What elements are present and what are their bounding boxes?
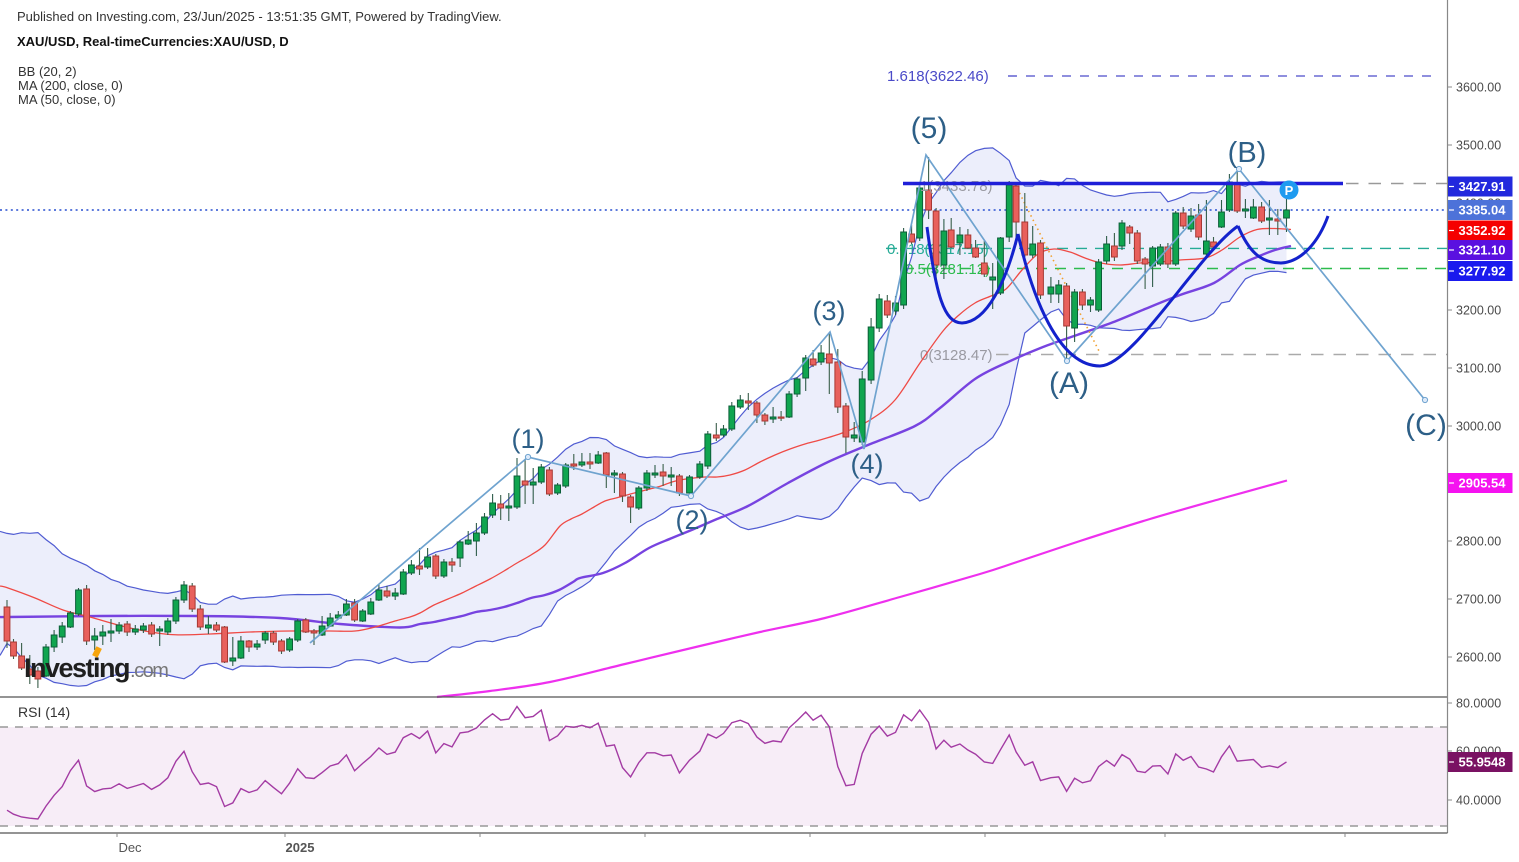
svg-text:BB (20, 2): BB (20, 2) — [18, 64, 77, 79]
svg-text:0(3128.47): 0(3128.47) — [920, 347, 993, 364]
svg-text:40.0000: 40.0000 — [1456, 794, 1501, 808]
svg-text:(C): (C) — [1405, 409, 1447, 442]
svg-text:80.0000: 80.0000 — [1456, 697, 1501, 711]
svg-text:3277.92: 3277.92 — [1459, 264, 1506, 279]
svg-text:3100.00: 3100.00 — [1456, 362, 1501, 376]
svg-text:3600.00: 3600.00 — [1456, 81, 1501, 95]
svg-text:(3): (3) — [813, 296, 846, 326]
svg-text:0.5(3281.12): 0.5(3281.12) — [905, 261, 990, 278]
svg-text:2700.00: 2700.00 — [1456, 593, 1501, 607]
svg-text:1(3433.78): 1(3433.78) — [920, 178, 993, 195]
svg-text:Dec: Dec — [118, 840, 142, 855]
svg-text:MA (50, close, 0): MA (50, close, 0) — [18, 92, 116, 107]
svg-text:2905.54: 2905.54 — [1459, 476, 1507, 491]
svg-text:3321.10: 3321.10 — [1459, 243, 1506, 258]
svg-text:3200.00: 3200.00 — [1456, 304, 1501, 318]
svg-text:(4): (4) — [851, 449, 884, 479]
svg-text:Published on Investing.com, 23: Published on Investing.com, 23/Jun/2025 … — [17, 9, 502, 24]
svg-text:2600.00: 2600.00 — [1456, 651, 1501, 665]
svg-text:RSI (14): RSI (14) — [18, 704, 70, 720]
svg-text:3385.04: 3385.04 — [1459, 203, 1507, 218]
svg-text:P: P — [1285, 183, 1294, 198]
svg-text:(5): (5) — [911, 112, 948, 145]
svg-text:2025: 2025 — [286, 840, 315, 855]
svg-text:3500.00: 3500.00 — [1456, 139, 1501, 153]
svg-text:MA (200, close, 0): MA (200, close, 0) — [18, 78, 123, 93]
svg-text:(2): (2) — [676, 505, 709, 535]
svg-text:3352.92: 3352.92 — [1459, 223, 1506, 238]
svg-text:XAU/USD, Real-timeCurrencies:X: XAU/USD, Real-timeCurrencies:XAU/USD, D — [17, 34, 289, 49]
svg-text:55.9548: 55.9548 — [1459, 755, 1506, 770]
svg-text:(B): (B) — [1228, 137, 1267, 169]
svg-text:3427.91: 3427.91 — [1459, 179, 1506, 194]
svg-text:2800.00: 2800.00 — [1456, 535, 1501, 549]
svg-text:(1): (1) — [512, 424, 545, 454]
svg-text:(A): (A) — [1049, 367, 1089, 400]
svg-text:Investing.com: Investing.com — [24, 653, 168, 683]
svg-text:1.618(3622.46): 1.618(3622.46) — [887, 68, 989, 85]
svg-text:3000.00: 3000.00 — [1456, 420, 1501, 434]
